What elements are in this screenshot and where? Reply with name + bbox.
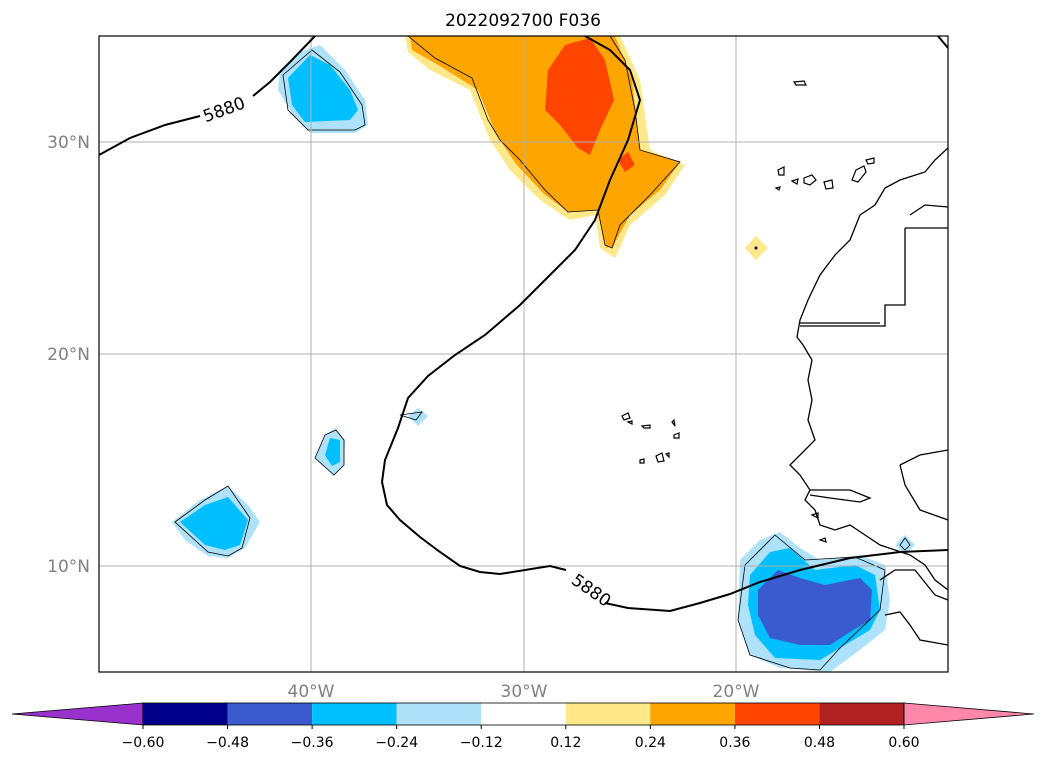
colorbar-box <box>650 703 735 725</box>
colorbar-tick-label: −0.60 <box>122 735 165 751</box>
colorbar-box <box>565 703 651 725</box>
colorbar-box <box>312 703 397 725</box>
colorbar-tick-label: −0.12 <box>460 735 503 751</box>
negative-anomaly-northwest <box>278 45 368 133</box>
colorbar-box <box>819 703 904 725</box>
colorbar-tick-label: 0.48 <box>804 735 835 751</box>
gridlines <box>99 36 948 672</box>
map-frame <box>98 35 949 673</box>
colorbar-box <box>481 703 566 725</box>
colorbar-tick-label: 0.60 <box>888 735 919 751</box>
colorbar-tick-label: 0.24 <box>635 735 666 751</box>
figure-title: 2022092700 F036 <box>445 11 601 31</box>
colorbar-tick-label: −0.24 <box>375 735 418 751</box>
colorbar-tick-label: 0.36 <box>719 735 750 751</box>
negative-anomaly-southwest <box>172 485 260 558</box>
lon-label-20w: 20°W <box>713 682 760 702</box>
lon-label-40w: 40°W <box>288 682 335 702</box>
map-plot-area: 5880 5880 <box>99 36 948 672</box>
colorbar-tick-label: 0.12 <box>550 735 581 751</box>
colorbar-box <box>396 703 482 725</box>
colorbar-tick-label: −0.48 <box>206 735 249 751</box>
colorbar-tick-label: −0.36 <box>291 735 334 751</box>
colorbar-frame <box>142 702 905 726</box>
islands <box>621 80 875 543</box>
coastlines <box>789 147 948 646</box>
colorbar: −0.60 −0.48 −0.36 −0.24 −0.12 0.12 0.24 0.36 0.4… <box>11 702 1035 751</box>
lon-label-30w: 30°W <box>501 682 548 702</box>
colorbar-extend-max <box>903 702 1035 726</box>
colorbar-box <box>143 703 228 725</box>
lat-label-30n: 30°N <box>47 133 90 153</box>
contour-5880 <box>99 36 948 613</box>
lat-label-20n: 20°N <box>47 345 90 365</box>
colorbar-box <box>734 703 820 725</box>
lat-label-10n: 10°N <box>47 557 90 577</box>
colorbar-extend-min <box>11 702 144 726</box>
colorbar-box <box>227 703 313 725</box>
negative-anomaly-southeast <box>737 532 915 672</box>
negative-anomaly-middle <box>314 408 428 476</box>
